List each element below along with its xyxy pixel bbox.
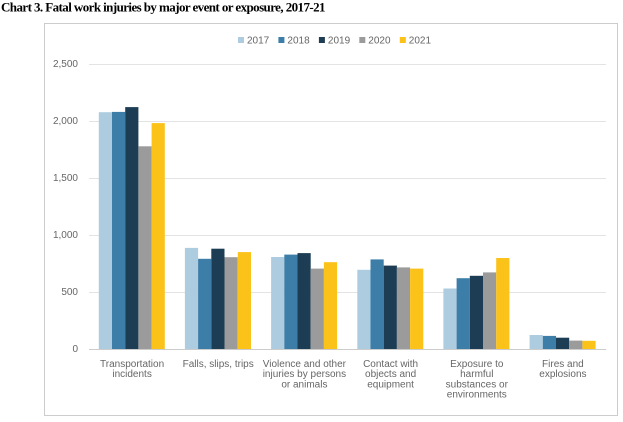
svg-text:2019: 2019 <box>328 36 351 47</box>
svg-text:harmful: harmful <box>460 369 493 380</box>
svg-text:or animals: or animals <box>281 379 327 390</box>
svg-text:Falls, slips, trips: Falls, slips, trips <box>183 359 254 370</box>
svg-text:Transportation: Transportation <box>100 359 164 370</box>
svg-text:explosions: explosions <box>539 369 586 380</box>
svg-text:2,500: 2,500 <box>53 59 78 70</box>
svg-text:1,000: 1,000 <box>53 230 78 241</box>
svg-text:2018: 2018 <box>287 36 310 47</box>
svg-text:injuries by persons: injuries by persons <box>263 369 346 380</box>
svg-text:1,500: 1,500 <box>53 173 78 184</box>
svg-text:2021: 2021 <box>409 36 432 47</box>
svg-text:500: 500 <box>61 287 78 298</box>
svg-text:incidents: incidents <box>112 369 151 380</box>
svg-text:2017: 2017 <box>247 36 270 47</box>
svg-text:Chart 3. Fatal work injuries b: Chart 3. Fatal work injuries by major ev… <box>1 0 325 14</box>
svg-text:0: 0 <box>72 344 78 355</box>
svg-text:substances or: substances or <box>446 379 509 390</box>
svg-text:equipment: equipment <box>367 379 414 390</box>
svg-text:Violence and other: Violence and other <box>263 359 347 370</box>
svg-text:Exposure to: Exposure to <box>450 359 504 370</box>
svg-text:Fires and: Fires and <box>542 359 584 370</box>
svg-text:objects and: objects and <box>365 369 416 380</box>
svg-text:Contact with: Contact with <box>363 359 418 370</box>
svg-text:2020: 2020 <box>368 36 391 47</box>
svg-text:environments: environments <box>447 390 507 401</box>
svg-text:2,000: 2,000 <box>53 116 78 127</box>
